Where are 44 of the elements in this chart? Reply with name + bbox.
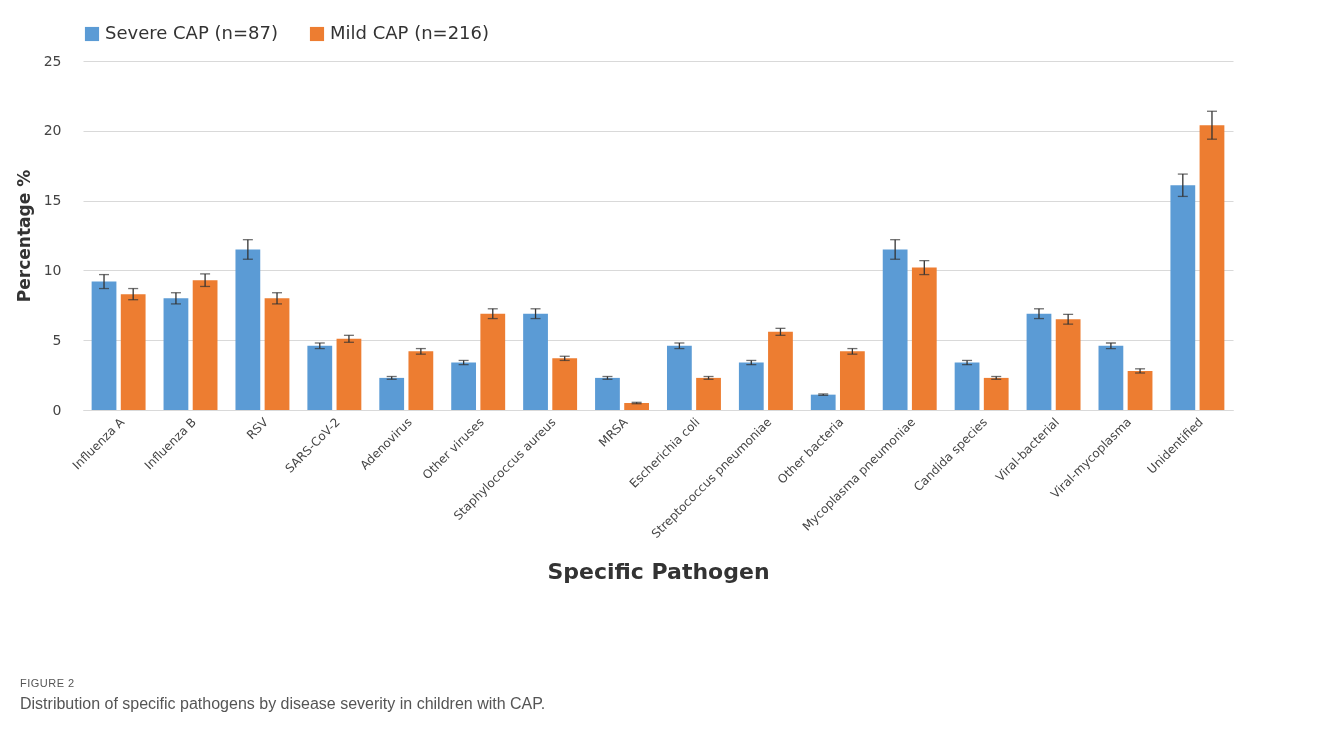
bar — [1170, 185, 1196, 410]
bar — [264, 298, 290, 410]
y-tick-label: 5 — [52, 331, 62, 348]
bar — [379, 377, 405, 410]
x-axis-title: Specific Pathogen — [547, 559, 770, 585]
bar — [983, 377, 1009, 410]
bar — [911, 267, 937, 410]
caption: FIGURE 2 — [20, 677, 76, 689]
bar — [839, 351, 865, 410]
bar — [523, 313, 548, 410]
y-tick-label: 20 — [43, 122, 62, 139]
legend-label: Severe CAP (n=87) — [105, 22, 278, 43]
bar — [768, 331, 793, 410]
bar — [624, 403, 650, 410]
bar — [307, 345, 333, 410]
bar — [1055, 319, 1081, 410]
bar — [1098, 345, 1124, 410]
bar — [595, 377, 620, 410]
bar — [235, 249, 261, 410]
bar — [120, 294, 146, 410]
bar — [336, 338, 362, 410]
bar — [738, 362, 764, 410]
bar — [882, 249, 908, 410]
bar — [192, 280, 218, 410]
y-tick-label: 0 — [52, 401, 62, 418]
legend-label: Mild CAP (n=216) — [330, 22, 490, 43]
y-axis-title: Percentage % — [13, 169, 34, 303]
bar — [954, 362, 980, 410]
bar — [91, 281, 117, 410]
bar — [408, 351, 434, 410]
bar — [696, 377, 721, 410]
bar — [480, 313, 506, 410]
bar — [451, 362, 477, 410]
y-tick-label: 25 — [43, 52, 62, 69]
bar — [810, 394, 836, 410]
bar — [163, 298, 189, 410]
bar — [552, 358, 578, 410]
bar — [666, 345, 692, 410]
y-tick-label: 15 — [43, 192, 62, 209]
text: Distribution of specific pathogens by disease severity in children with CAP. — [20, 695, 546, 713]
bar — [1026, 313, 1052, 410]
y-tick-label: 10 — [43, 261, 62, 278]
bar — [1127, 370, 1153, 410]
bar — [1199, 125, 1225, 410]
